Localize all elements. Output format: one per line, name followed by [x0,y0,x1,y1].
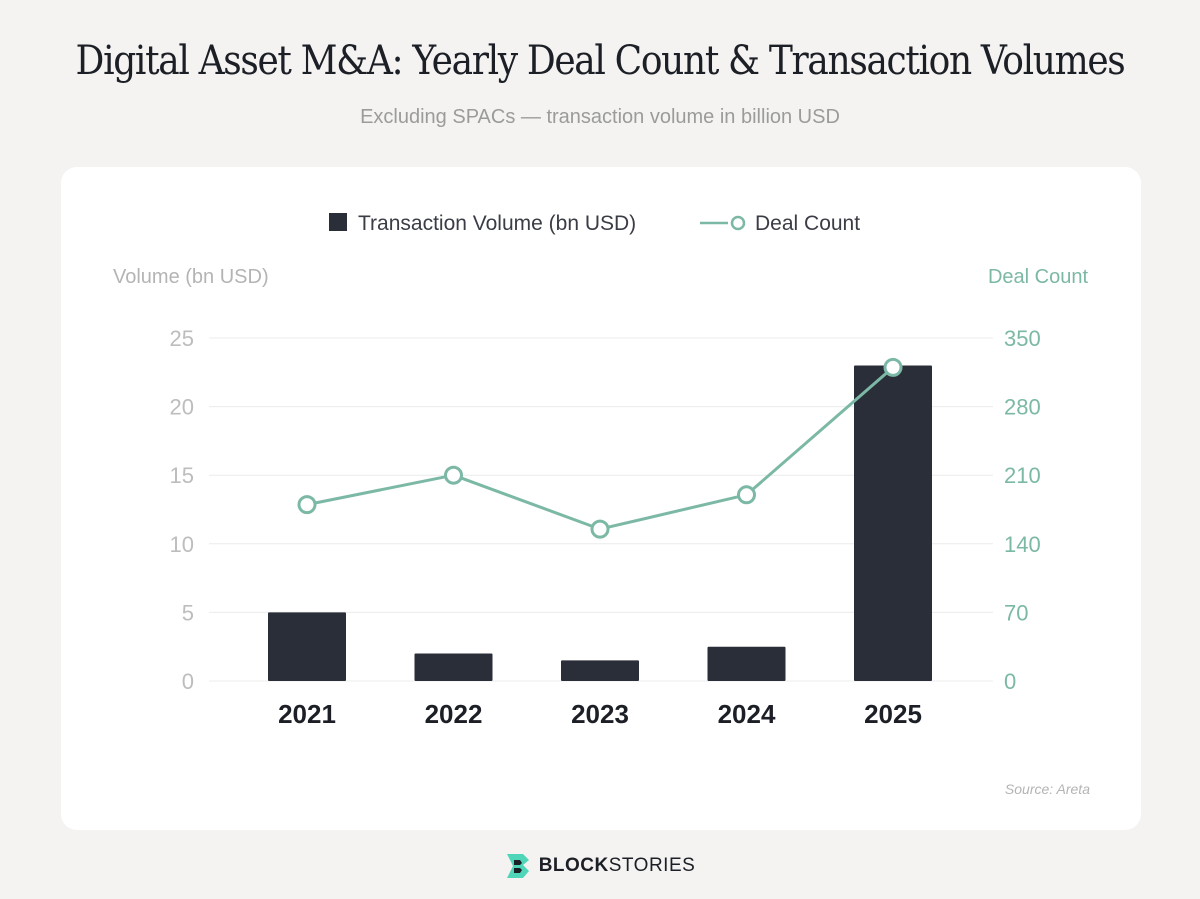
deal-count-point [883,357,903,377]
blockstories-logo-icon [506,854,529,878]
y2-tick-label: 70 [1004,600,1028,625]
deal-count-line-group [297,357,903,539]
y2-tick-label: 210 [1004,463,1041,488]
y2-tick-label: 140 [1004,532,1041,557]
deal-count-point [297,495,317,515]
volume-bars [268,365,932,681]
legend-bar-swatch [329,213,347,231]
x-tick-label: 2024 [718,699,776,729]
volume-bar [854,365,932,681]
y-axis-label: Volume (bn USD) [113,266,269,288]
legend-bar-label: Transaction Volume (bn USD) [358,212,636,235]
chart-card: 0 5 10 15 20 25 0 70 140 210 280 350 2021 2022 2023 202… [61,167,1141,830]
legend-line-label: Deal Count [755,212,860,235]
deal-count-point [444,465,463,485]
y-tick-label: 5 [182,600,194,625]
y2-tick-label: 350 [1004,326,1041,351]
deal-count-point [590,519,610,539]
x-tick-label: 2023 [571,699,629,729]
brand-name: BLOCKSTORIES [539,855,696,877]
brand-footer: BLOCKSTORIES [0,852,1200,880]
source-note: Source: Areta [1005,781,1090,797]
volume-bar [268,612,346,681]
volume-bar [414,653,493,681]
chart-title: Digital Asset M&A: Yearly Deal Count & T… [75,38,1126,84]
brand-name-light: STORIES [608,855,696,876]
deal-count-point [737,485,756,505]
y2-axis-label: Deal Count [988,266,1089,288]
y-tick-label: 20 [170,395,194,420]
x-tick-label: 2022 [425,699,483,729]
y-tick-label: 25 [170,326,194,351]
x-tick-label: 2025 [864,699,922,729]
legend: Transaction Volume (bn USD) Deal Count [329,212,860,235]
x-tick-label: 2021 [278,699,336,729]
brand-name-bold: BLOCK [538,855,609,876]
volume-bar [707,646,786,681]
legend-line-marker [730,215,746,231]
y2-tick-label: 0 [1004,669,1016,694]
volume-bar [561,660,639,681]
y-tick-label: 0 [182,669,194,694]
y2-tick-label: 280 [1004,395,1041,420]
deal-count-line [306,366,894,531]
y-tick-label: 10 [170,532,194,557]
y-tick-label: 15 [170,463,194,488]
chart-subtitle: Excluding SPACs — transaction volume in … [360,106,840,128]
